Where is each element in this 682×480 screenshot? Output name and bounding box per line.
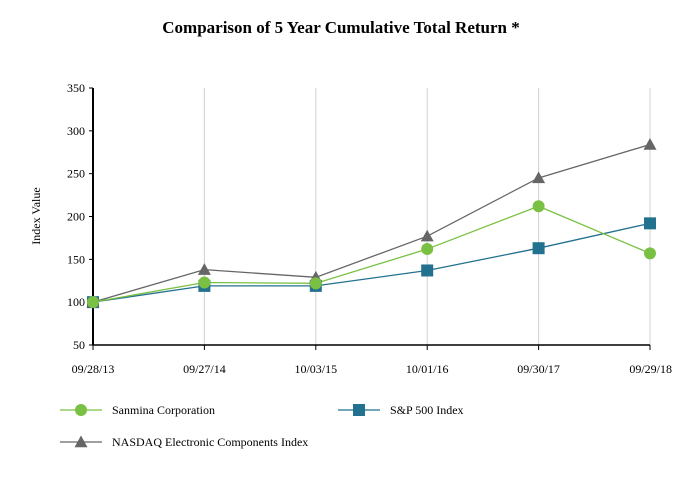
- series-line-0: [93, 206, 650, 302]
- y-tick-labels: 50 100 150 200 250 300 350: [67, 81, 85, 352]
- x-tick-label-4: 09/30/17: [517, 362, 560, 376]
- y-tick-label-350: 350: [67, 81, 85, 95]
- gridlines: [204, 88, 650, 345]
- series-0-point-0: [87, 296, 99, 308]
- legend-label-0: Sanmina Corporation: [112, 403, 215, 417]
- series-2-point-4: [532, 171, 545, 183]
- legend-marker-0: [75, 404, 87, 416]
- x-tick-label-3: 10/01/16: [406, 362, 449, 376]
- legend-label-1: S&P 500 Index: [390, 403, 464, 417]
- y-tick-label-50: 50: [73, 338, 85, 352]
- series-0-point-4: [533, 200, 545, 212]
- series-markers: [87, 138, 657, 308]
- chart-title: Comparison of 5 Year Cumulative Total Re…: [162, 18, 519, 37]
- series-1-point-4: [533, 242, 545, 254]
- series-2-point-5: [644, 138, 657, 150]
- series-lines: [93, 145, 650, 303]
- x-tick-label-2: 10/03/15: [294, 362, 337, 376]
- y-tick-label-150: 150: [67, 252, 85, 266]
- legend-label-2: NASDAQ Electronic Components Index: [112, 435, 308, 449]
- chart: Comparison of 5 Year Cumulative Total Re…: [0, 0, 682, 480]
- series-line-1: [93, 223, 650, 302]
- legend: Sanmina Corporation S&P 500 Index NASDAQ E…: [60, 403, 464, 449]
- series-0-point-5: [644, 247, 656, 259]
- axes: [89, 88, 650, 350]
- y-tick-label-250: 250: [67, 167, 85, 181]
- series-1-point-5: [644, 217, 656, 229]
- x-tick-label-5: 09/29/18: [629, 362, 672, 376]
- y-tick-label-100: 100: [67, 295, 85, 309]
- y-axis-label: Index Value: [29, 187, 43, 244]
- legend-marker-1: [353, 404, 365, 416]
- x-tick-label-0: 09/28/13: [72, 362, 115, 376]
- series-2-point-1: [198, 263, 211, 275]
- series-2-point-3: [421, 230, 434, 242]
- series-1-point-3: [421, 264, 433, 276]
- series-0-point-3: [421, 243, 433, 255]
- x-tick-labels: 09/28/13 09/27/14 10/03/15 10/01/16 09/30/17…: [72, 362, 672, 376]
- x-tick-label-1: 09/27/14: [183, 362, 226, 376]
- series-0-point-1: [198, 276, 210, 288]
- series-0-point-2: [310, 277, 322, 289]
- y-tick-label-300: 300: [67, 124, 85, 138]
- y-tick-label-200: 200: [67, 210, 85, 224]
